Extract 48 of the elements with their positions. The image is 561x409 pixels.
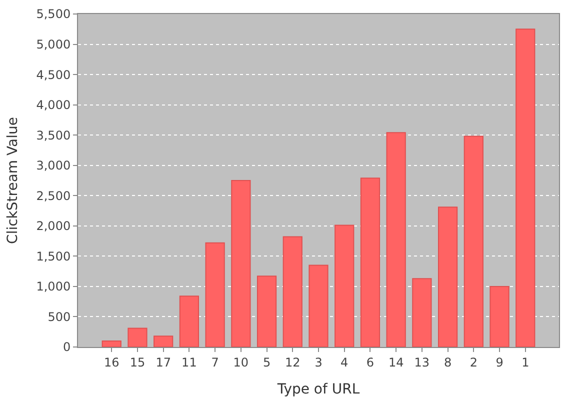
x-tick-label: 16 [104,355,120,370]
x-tick-label: 5 [262,355,271,370]
bar [282,236,302,347]
bar [386,132,406,347]
x-tick-label: 3 [314,355,322,370]
bar [490,286,510,347]
x-tick-label: 4 [340,355,348,370]
bar [128,328,148,347]
x-tick-label: 1 [522,355,530,370]
bar [102,340,122,347]
x-tick-label: 13 [414,355,430,370]
y-tick-label: 5,500 [36,7,71,22]
x-tick-label: 10 [233,355,249,370]
bar [205,242,225,347]
bar [154,336,174,347]
y-tick-label: 3,000 [36,158,71,173]
bar [516,28,536,347]
bar [334,224,354,347]
y-tick-label: 2,000 [36,219,71,234]
x-tick-label: 2 [470,355,478,370]
y-tick-label: 2,500 [36,188,71,203]
bar [308,264,328,347]
bar [360,178,380,347]
bar [464,136,484,347]
x-tick-label: 14 [388,355,404,370]
x-tick-label: 7 [211,355,219,370]
x-tick-label: 15 [130,355,146,370]
bar [179,296,200,347]
bar [231,180,251,347]
x-tick-label: 12 [285,355,300,370]
bar [412,278,432,347]
y-tick-label: 0 [62,340,71,354]
bar [438,206,458,347]
y-tick-label: 4,500 [36,68,71,82]
y-tick-label: 3,500 [36,128,71,142]
x-tick-label: 11 [182,355,197,370]
y-tick-label: 1,000 [36,280,71,294]
y-axis-title: ClickStream Value [4,117,21,244]
x-tick-label: 6 [366,355,374,370]
bar [256,276,277,347]
x-tick-label: 17 [156,355,171,370]
y-tick-label: 1,500 [36,249,71,264]
y-tick-label: 4,000 [36,98,71,112]
y-tick-label: 500 [48,310,71,324]
y-tick-label: 5,000 [36,37,71,52]
x-axis-title: Type of URL [276,382,360,398]
x-tick-label: 9 [496,355,504,370]
x-tick-label: 8 [444,355,452,370]
